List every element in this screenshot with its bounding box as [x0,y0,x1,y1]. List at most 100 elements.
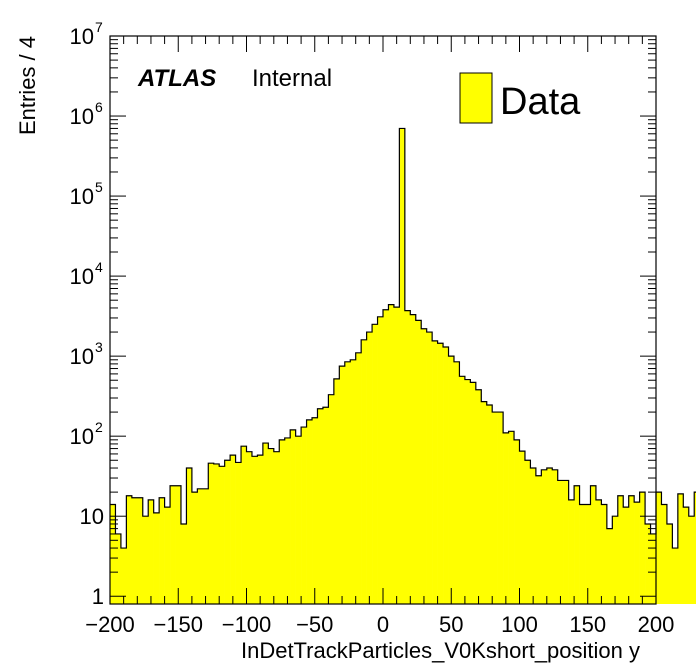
histogram-bar [459,376,466,604]
histogram-bar [486,405,493,604]
histogram-bar [677,493,684,604]
histogram-bar [634,502,640,604]
histogram-bar [241,446,247,604]
histogram-bar [410,314,417,604]
x-tick-labels: −200 −150 −100 −50 0 50 100 150 200 [85,612,674,637]
histogram-bar [508,431,515,604]
histogram-bar [295,436,302,604]
histogram-bar [383,309,389,604]
histogram-bar [519,451,526,604]
histogram-bar [612,516,619,604]
histogram-bar [301,427,307,604]
histogram-bar [355,352,362,604]
histogram-bar [235,462,242,604]
histogram-bar [120,548,127,604]
y-tick-exponent: 6 [95,99,103,115]
histogram-bar [623,507,629,604]
histogram-bar [366,332,373,604]
histogram-bar [230,455,236,604]
histogram-bar [306,419,313,604]
histogram-bar [284,437,291,604]
histogram-bar [421,328,427,604]
legend-swatch-data [459,72,493,124]
atlas-label: ATLAS [137,65,216,92]
histogram-bar [443,347,449,604]
histogram-bar [251,456,258,604]
x-tick-label: −50 [296,612,333,637]
histogram-bar [388,304,395,604]
histogram-bar [208,463,215,604]
x-tick-label: −100 [222,612,272,637]
histogram-bar [453,361,460,604]
x-tick-label: 150 [569,612,606,637]
x-axis-title: InDetTrackParticles_V0Kshort_position y [241,638,640,663]
histogram-bar [131,497,138,604]
histogram-bar [503,432,509,604]
histogram-bar [688,516,695,604]
histogram-bar [628,495,635,604]
histogram-bar [361,339,367,604]
histogram-bar [279,439,286,604]
histogram-bar [115,533,122,604]
x-tick-label: 200 [638,612,675,637]
y-tick-label: 10 [70,104,94,129]
legend: Data [459,72,581,124]
histogram-bar [159,497,165,604]
histogram-bar [219,466,225,604]
histogram-bar [666,523,673,604]
histogram-bar [322,407,329,604]
y-tick-label: 10 [70,184,94,209]
histogram-bar [202,488,209,604]
histogram-bar [110,504,116,604]
histogram-bar [650,533,657,604]
histogram-bar [497,412,504,604]
histogram-bar [672,548,679,604]
histogram-bar [426,332,433,604]
histogram-bar [175,485,182,604]
x-tick-label: −200 [85,612,135,637]
histogram-bar [339,366,346,604]
histogram-bar [164,507,171,604]
axis-ticks [109,35,657,604]
y-tick-label: 10 [70,424,94,449]
y-tick-label: 10 [70,344,94,369]
histogram-bar [437,343,444,604]
histogram-bar [694,492,696,604]
histogram-bar [257,455,264,604]
y-tick-label: 1 [92,584,104,609]
y-axis-title: Entries / 4 [15,36,40,135]
histogram-bar [617,495,624,604]
histogram-bar [317,408,324,604]
histogram-bar [350,359,356,604]
histogram-bar [481,401,488,604]
histogram-bar [448,356,455,604]
histogram-bar [535,475,542,604]
histogram-bar [153,512,160,604]
histogram-bar [661,504,668,604]
histogram-bar [333,378,340,604]
histogram-bar [639,492,646,604]
legend-label-data: Data [500,81,581,123]
x-tick-label: −150 [153,612,203,637]
histogram-bar [464,379,471,604]
histogram-bar [372,324,378,604]
histogram-bar [142,516,149,604]
histogram-bar [645,523,651,604]
y-tick-exponent: 4 [95,259,103,275]
histogram-bar [377,316,384,604]
histogram-bar [530,468,537,604]
histogram-bar [683,507,690,604]
histogram-bar [126,495,133,604]
y-tick-exponent: 2 [95,419,103,435]
histogram-bar [432,340,438,604]
histogram-bar [186,468,193,604]
histogram-outline [110,127,696,549]
histogram-bar [197,488,204,604]
histogram-bar [148,499,154,604]
histogram-bar [312,417,318,604]
histogram-bar [415,320,422,604]
histogram-bar [563,480,569,604]
histogram-bar [595,499,602,604]
